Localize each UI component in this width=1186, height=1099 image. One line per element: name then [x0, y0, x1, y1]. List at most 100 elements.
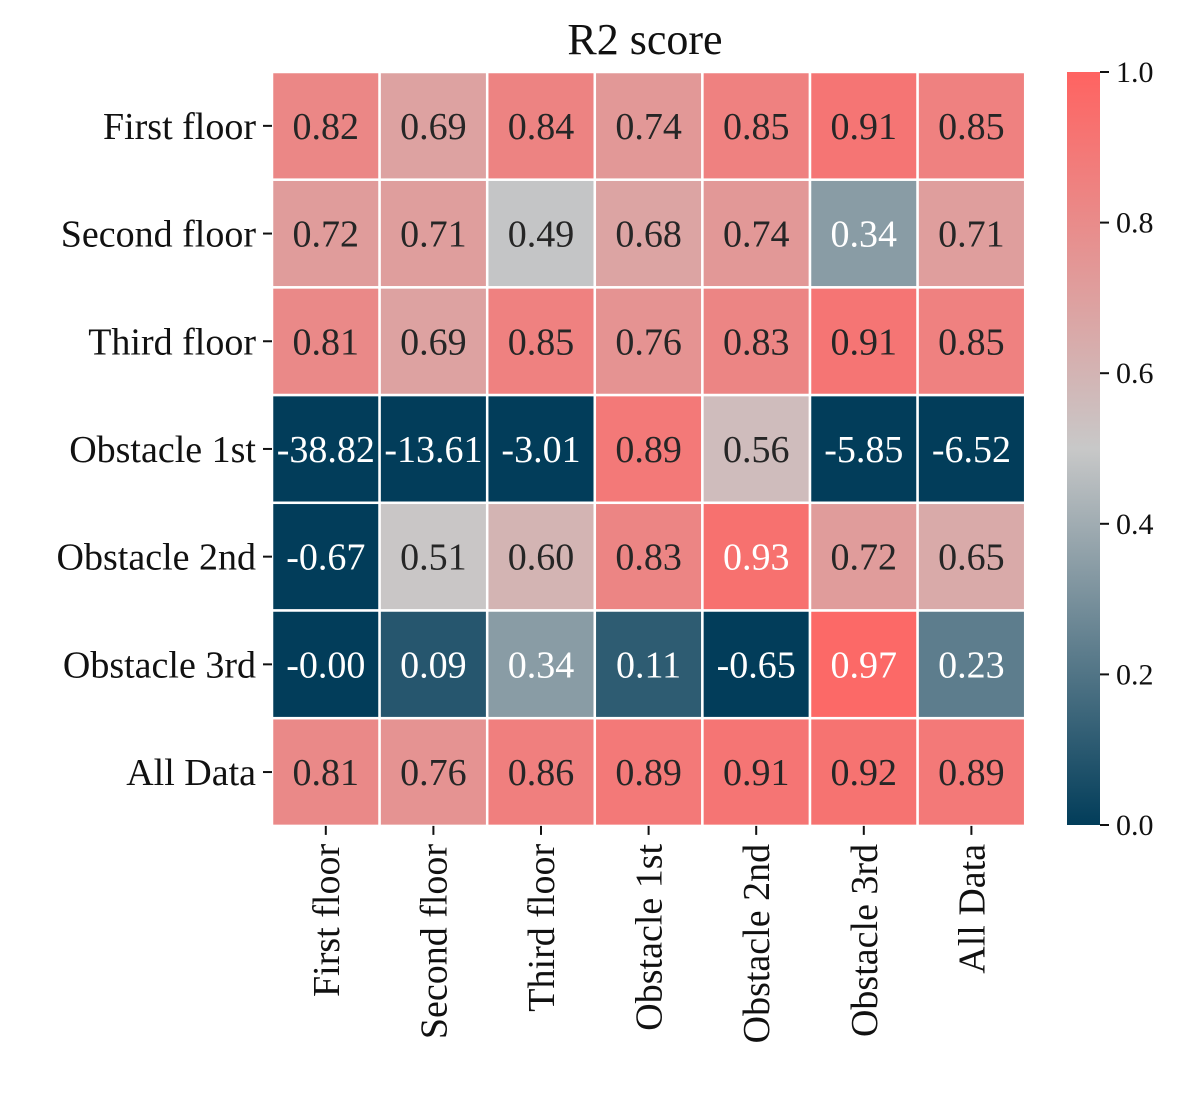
- cell-value-label: 0.69: [400, 321, 467, 363]
- column-label: First floor: [306, 844, 348, 997]
- cell-value-label: -3.01: [501, 429, 580, 471]
- heatmap-cell: [593, 286, 704, 397]
- cell-value-label: 0.74: [723, 214, 790, 256]
- cell-value-label: 0.93: [723, 537, 790, 579]
- cell-value-label: 0.86: [508, 752, 575, 794]
- row-label: Obstacle 3rd: [63, 644, 256, 686]
- heatmap-cell: [701, 178, 812, 289]
- chart-title: R2 score: [567, 15, 722, 64]
- heatmap-cell: [916, 393, 1027, 505]
- heatmap-cell: [701, 716, 812, 828]
- heatmap-cell: [485, 501, 597, 612]
- cell-value-label: 0.89: [615, 429, 682, 471]
- cell-value-label: 0.69: [400, 106, 467, 148]
- cell-value-label: 0.82: [293, 106, 360, 148]
- cell-value-label: -5.85: [824, 429, 903, 471]
- colorbar-tick-label: 0.8: [1116, 207, 1154, 240]
- row-label: First floor: [103, 106, 256, 148]
- cell-value-label: 0.84: [508, 106, 575, 148]
- cell-value-label: 0.56: [723, 429, 790, 471]
- cell-value-label: 0.71: [938, 214, 1005, 256]
- cell-value-label: -13.61: [384, 429, 482, 471]
- cell-value-label: 0.91: [723, 752, 790, 794]
- heatmap-cell: [378, 286, 489, 397]
- cell-value-label: 0.85: [508, 321, 575, 363]
- heatmap-cell: [378, 393, 489, 505]
- cell-value-label: 0.89: [615, 752, 682, 794]
- heatmap-cell: [270, 501, 381, 612]
- heatmap-cell: [485, 178, 597, 289]
- column-label: Obstacle 2nd: [736, 844, 778, 1043]
- cell-value-label: -38.82: [277, 429, 375, 471]
- cell-value-label: 0.92: [831, 752, 898, 794]
- colorbar-tick-label: 0.0: [1116, 809, 1154, 842]
- row-labels: First floor Second floor Third floor Obstac…: [57, 106, 272, 794]
- heatmap-cells: 0.82 0.69 0.84 0.74 0.85 0.91 0.85 0.72 0.71 0.49…: [270, 70, 1027, 828]
- cell-value-label: 0.09: [400, 644, 467, 686]
- column-label: Second floor: [413, 844, 455, 1040]
- cell-value-label: 0.65: [938, 537, 1005, 579]
- heatmap-cell: [916, 286, 1027, 397]
- column-labels: First floor Second floor Third floor Obstac…: [306, 825, 993, 1043]
- colorbar-gradient: [1067, 72, 1100, 825]
- cell-value-label: 0.91: [831, 106, 898, 148]
- heatmap-cell: [485, 286, 597, 397]
- heatmap-cell: [916, 178, 1027, 289]
- cell-value-label: 0.85: [938, 321, 1005, 363]
- cell-value-label: 0.23: [938, 644, 1005, 686]
- heatmap-cell: [701, 609, 812, 720]
- cell-value-label: 0.71: [400, 214, 467, 256]
- column-label: Third floor: [521, 844, 563, 1012]
- heatmap-cell: [701, 286, 812, 397]
- heatmap-cell: [916, 716, 1027, 828]
- colorbar-tick-label: 0.6: [1116, 357, 1154, 390]
- cell-value-label: 0.51: [400, 537, 467, 579]
- cell-value-label: -6.52: [932, 429, 1011, 471]
- cell-value-label: 0.49: [508, 214, 575, 256]
- cell-value-label: 0.34: [831, 214, 898, 256]
- row-label: Obstacle 1st: [69, 429, 256, 471]
- cell-value-label: 0.85: [938, 106, 1005, 148]
- row-label: All Data: [126, 752, 256, 794]
- cell-value-label: 0.81: [293, 321, 360, 363]
- cell-value-label: 0.34: [508, 644, 575, 686]
- cell-value-label: 0.83: [615, 537, 682, 579]
- cell-value-label: 0.72: [831, 537, 898, 579]
- row-label: Obstacle 2nd: [57, 537, 256, 579]
- row-label: Second floor: [61, 214, 257, 256]
- heatmap-cell: [808, 286, 919, 397]
- cell-value-label: -0.67: [286, 537, 365, 579]
- cell-value-label: 0.83: [723, 321, 790, 363]
- heatmap-cell: [270, 70, 381, 181]
- colorbar-tick-label: 0.2: [1116, 658, 1154, 691]
- heatmap-cell: [270, 609, 381, 720]
- heatmap-cell: [593, 716, 704, 828]
- heatmap-cell: [270, 716, 381, 828]
- cell-value-label: -0.00: [286, 644, 365, 686]
- heatmap-cell: [808, 716, 919, 828]
- colorbar-tick-label: 1.0: [1116, 56, 1154, 89]
- heatmap-cell: [485, 716, 597, 828]
- heatmap-cell: [378, 70, 489, 181]
- cell-value-label: 0.74: [615, 106, 682, 148]
- cell-value-label: 0.91: [831, 321, 898, 363]
- cell-value-label: 0.11: [616, 644, 681, 686]
- heatmap-cell: [808, 70, 919, 181]
- column-label: All Data: [951, 844, 993, 974]
- colorbar: 0.0 0.2 0.4 0.6 0.8 1.0: [1067, 56, 1154, 842]
- row-label: Third floor: [88, 321, 256, 363]
- colorbar-tick-label: 0.4: [1116, 508, 1154, 541]
- heatmap-cell: [916, 609, 1027, 720]
- heatmap-cell: [593, 609, 704, 720]
- cell-value-label: 0.81: [293, 752, 360, 794]
- cell-value-label: -0.65: [717, 644, 796, 686]
- cell-value-label: 0.97: [831, 644, 898, 686]
- column-label: Obstacle 1st: [629, 843, 671, 1030]
- cell-value-label: 0.85: [723, 106, 790, 148]
- cell-value-label: 0.89: [938, 752, 1005, 794]
- cell-value-label: 0.60: [508, 537, 575, 579]
- cell-value-label: 0.68: [615, 214, 682, 256]
- column-label: Obstacle 3rd: [844, 844, 886, 1037]
- cell-value-label: 0.76: [400, 752, 467, 794]
